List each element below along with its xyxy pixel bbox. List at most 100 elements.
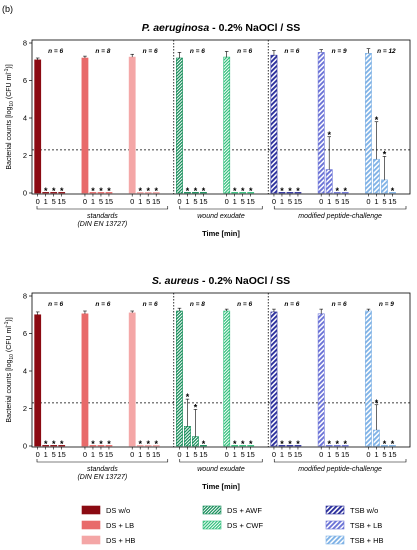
y-tick-label: 6: [23, 329, 27, 338]
significance-star: *: [154, 186, 158, 196]
legend-swatch: [81, 535, 101, 545]
bar: [373, 158, 380, 194]
significance-star: *: [202, 439, 206, 449]
significance-star: *: [296, 186, 300, 196]
x-tick-label: 0: [83, 450, 87, 459]
y-axis-label-sup: -1: [4, 321, 10, 326]
bar: [34, 59, 42, 194]
bar: [105, 192, 113, 194]
y-axis-label-a: Bacterial counts [log: [6, 360, 13, 423]
bar: [294, 192, 302, 194]
significance-star: *: [146, 186, 150, 196]
legend-swatch: [81, 520, 101, 530]
bar: [200, 445, 207, 447]
bar: [239, 445, 247, 447]
significance-star: *: [249, 439, 253, 449]
significance-star: *: [391, 439, 395, 449]
y-tick-label: 4: [23, 367, 27, 376]
significance-star: *: [138, 186, 142, 196]
bar: [97, 192, 105, 194]
x-tick-label: 1: [138, 450, 142, 459]
sample-size-label: n = 9: [379, 301, 394, 308]
significance-star: *: [375, 115, 379, 125]
x-tick-label: 5: [52, 197, 56, 206]
significance-star: *: [44, 186, 48, 196]
x-tick-label: 15: [199, 450, 207, 459]
significance-star: *: [91, 186, 95, 196]
bar: [223, 56, 231, 194]
x-tick-label: 1: [91, 197, 95, 206]
bar: [325, 445, 333, 447]
chart-title-treatment: - 0.2% NaOCl / SS: [199, 275, 290, 287]
bar: [381, 179, 388, 194]
x-tick-label: 5: [52, 450, 56, 459]
bar: [128, 312, 136, 447]
x-tick-label: 0: [83, 197, 87, 206]
sample-size-label: n = 6: [190, 48, 205, 55]
chart-title-treatment: - 0.2% NaOCl / SS: [209, 22, 300, 34]
y-tick-label: 2: [23, 151, 27, 160]
bar: [325, 169, 333, 194]
x-tick-label: 1: [44, 197, 48, 206]
x-tick-label: 15: [294, 450, 302, 459]
y-axis-label-c: )]: [6, 317, 13, 321]
sample-size-label: n = 8: [190, 301, 205, 308]
bar: [270, 311, 278, 447]
chart-panel-1: P. aeruginosa - 0.2% NaOCl / SS 0 2 4 6 8 Bact…: [4, 22, 411, 238]
x-tick-label: 1: [374, 450, 378, 459]
bar: [192, 192, 199, 194]
group-bracket: [36, 206, 169, 210]
significance-star: *: [375, 398, 379, 408]
bar: [184, 192, 191, 194]
bar: [270, 54, 278, 194]
x-tick-label: 0: [225, 197, 229, 206]
legend-swatch: [325, 535, 345, 545]
sample-size-label: n = 6: [237, 301, 252, 308]
bar: [58, 445, 66, 447]
significance-star: *: [233, 186, 237, 196]
bar: [223, 310, 231, 447]
significance-star: *: [296, 439, 300, 449]
significance-star: *: [343, 439, 347, 449]
x-tick-label: 15: [152, 450, 160, 459]
bar: [239, 192, 247, 194]
group-bracket: [36, 459, 169, 463]
y-axis-label-b: (CFU ml: [6, 326, 13, 354]
bar: [341, 192, 349, 194]
bar: [373, 429, 380, 447]
sample-size-label: n = 6: [284, 301, 299, 308]
x-tick-label: 5: [335, 197, 339, 206]
bar: [200, 192, 207, 194]
bar: [192, 436, 199, 447]
group-label-peptide-challenge: modified peptide-challenge: [298, 466, 382, 473]
significance-star: *: [383, 439, 387, 449]
x-tick-label: 15: [388, 197, 396, 206]
bar: [278, 192, 286, 194]
bar: [152, 192, 160, 194]
x-tick-label: 15: [341, 450, 349, 459]
x-tick-label: 1: [44, 450, 48, 459]
x-tick-label: 15: [58, 450, 66, 459]
x-tick-label: 1: [138, 197, 142, 206]
x-tick-label: 0: [319, 450, 323, 459]
x-tick-label: 5: [193, 450, 197, 459]
significance-star: *: [146, 439, 150, 449]
sample-size-label: n = 6: [143, 301, 158, 308]
x-tick-label: 15: [388, 450, 396, 459]
significance-star: *: [249, 186, 253, 196]
chart-title-species: S. aureus: [152, 275, 199, 287]
x-tick-label: 5: [335, 450, 339, 459]
significance-star: *: [335, 439, 339, 449]
y-tick-label: 0: [23, 189, 27, 198]
group-label-standards-norm: (DIN EN 13727): [77, 221, 127, 228]
bar: [144, 445, 152, 447]
x-tick-label: 1: [233, 197, 237, 206]
significance-star: *: [44, 439, 48, 449]
significance-star: *: [138, 439, 142, 449]
bar: [247, 192, 255, 194]
significance-star: *: [60, 439, 64, 449]
x-tick-label: 0: [36, 450, 40, 459]
legend-label: DS + HB: [106, 536, 135, 545]
bar: [58, 192, 66, 194]
